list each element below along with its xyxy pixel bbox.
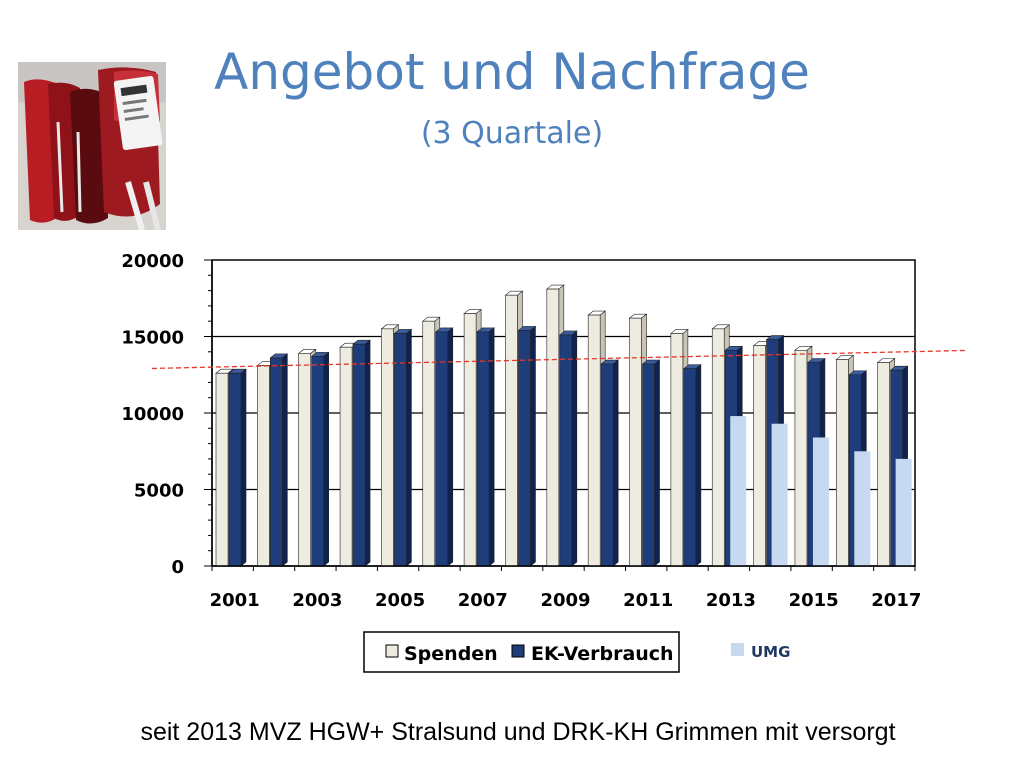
legend-swatch-umg — [731, 643, 744, 656]
bar-ek-verbrauch-2006 — [434, 327, 454, 567]
x-tick-label: 2011 — [623, 590, 673, 611]
y-tick-label: 10000 — [121, 404, 184, 425]
bar-ek-verbrauch-2007 — [476, 327, 495, 567]
bar-umg-2016 — [854, 451, 871, 566]
bar-ek-verbrauch-2012 — [683, 364, 702, 567]
slide-subtitle: (3 Quartale) — [420, 116, 604, 151]
legend-swatch-spenden — [385, 644, 399, 658]
bar-ek-verbrauch-2003 — [310, 351, 330, 567]
bar-umg-2017 — [895, 458, 912, 566]
bar-umg-2014 — [771, 423, 788, 566]
slide-footer: seit 2013 MVZ HGW+ Stralsund und DRK-KH … — [140, 718, 896, 746]
legend-swatch-ek-verbrauch — [511, 644, 525, 658]
slide-title: Angebot und Nachfrage — [214, 43, 810, 101]
x-tick-label: 2003 — [292, 590, 342, 611]
x-tick-label: 2015 — [789, 590, 839, 611]
legend-label-spenden: Spenden — [404, 643, 498, 665]
bar-ek-verbrauch-2010 — [600, 359, 620, 567]
bar-ek-verbrauch-2001 — [228, 368, 247, 567]
bar-ek-verbrauch-2009 — [558, 330, 578, 567]
bar-ek-verbrauch-2004 — [352, 339, 371, 567]
y-tick-label: 0 — [171, 557, 184, 578]
bar-umg-2015 — [812, 437, 829, 566]
y-tick-label: 5000 — [134, 481, 184, 502]
blood-bags-photo — [18, 62, 166, 230]
x-tick-label: 2013 — [706, 590, 756, 611]
legend-label-ek-verbrauch: EK-Verbrauch — [531, 643, 674, 665]
bar-ek-verbrauch-2011 — [641, 359, 661, 567]
x-tick-label: 2005 — [375, 590, 425, 611]
x-tick-label: 2017 — [871, 590, 921, 611]
bar-ek-verbrauch-2002 — [269, 353, 289, 567]
bar-ek-verbrauch-2008 — [517, 325, 537, 567]
x-tick-label: 2007 — [458, 590, 508, 611]
y-tick-label: 15000 — [121, 328, 184, 349]
bar-ek-verbrauch-2005 — [393, 328, 413, 567]
x-tick-label: 2001 — [210, 590, 260, 611]
bar-chart: 0 5000 10000 15000 20000 2001 2003 2005 2007 2009… — [121, 251, 967, 673]
x-tick-label: 2009 — [540, 590, 590, 611]
legend-label-umg: UMG — [751, 643, 790, 661]
bar-umg-2013 — [730, 416, 747, 566]
y-tick-label: 20000 — [121, 251, 184, 272]
